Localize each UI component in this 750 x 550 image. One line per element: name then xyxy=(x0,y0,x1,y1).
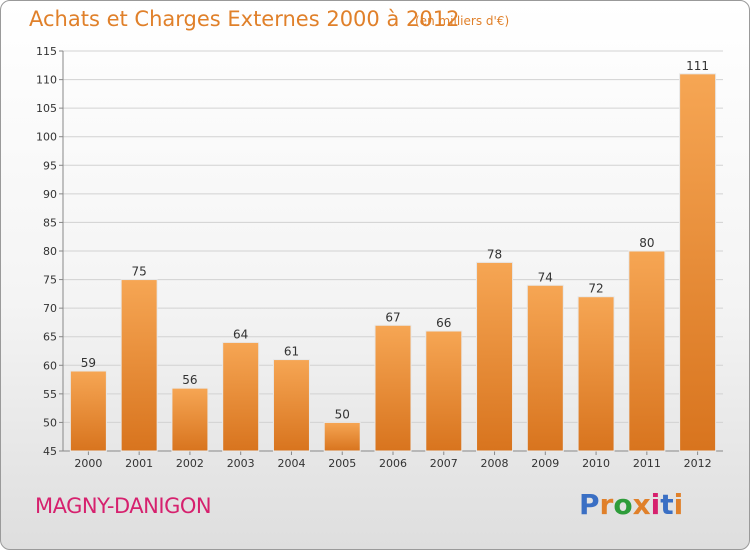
x-tick-label: 2000 xyxy=(74,457,102,470)
value-label: 75 xyxy=(132,265,147,279)
x-tick-label: 2006 xyxy=(379,457,407,470)
y-tick-label: 45 xyxy=(43,445,57,458)
y-tick-label: 80 xyxy=(43,245,57,258)
y-tick-label: 95 xyxy=(43,159,57,172)
x-tick-label: 2007 xyxy=(430,457,458,470)
bar-2008 xyxy=(476,261,514,452)
value-label: 66 xyxy=(436,316,451,330)
y-tick-label: 60 xyxy=(43,359,57,372)
logo-letter: r xyxy=(599,488,614,521)
value-label: 64 xyxy=(233,327,248,341)
bar-2003 xyxy=(222,341,260,452)
bar-2009 xyxy=(526,284,564,452)
x-tick-label: 2009 xyxy=(531,457,559,470)
x-tick-label: 2011 xyxy=(633,457,661,470)
y-tick-label: 110 xyxy=(36,74,57,87)
value-label: 50 xyxy=(335,407,350,421)
value-label: 59 xyxy=(81,356,96,370)
x-tick-label: 2012 xyxy=(684,457,712,470)
value-label: 67 xyxy=(385,310,400,324)
x-tick-label: 2010 xyxy=(582,457,610,470)
value-label: 74 xyxy=(538,270,553,284)
value-label: 56 xyxy=(182,373,197,387)
x-tick-label: 2001 xyxy=(125,457,153,470)
logo-letter: t xyxy=(660,488,674,521)
y-tick-label: 90 xyxy=(43,188,57,201)
bar-2007 xyxy=(425,330,463,452)
y-tick-label: 115 xyxy=(36,45,57,58)
logo-letter: P xyxy=(579,488,600,521)
value-label: 80 xyxy=(639,236,654,250)
y-tick-label: 65 xyxy=(43,331,57,344)
y-tick-label: 50 xyxy=(43,416,57,429)
bar-2010 xyxy=(577,296,615,452)
logo-letter: i xyxy=(650,488,661,521)
proxiti-logo: Proxiti xyxy=(579,488,683,521)
value-label: 72 xyxy=(588,282,603,296)
logo-letter: i xyxy=(673,488,684,521)
value-label: 61 xyxy=(284,345,299,359)
logo-letter: o xyxy=(613,488,633,521)
bar-2001 xyxy=(120,279,158,452)
bar-2000 xyxy=(69,370,107,452)
y-tick-label: 105 xyxy=(36,102,57,115)
y-tick-label: 75 xyxy=(43,274,57,287)
bar-2006 xyxy=(374,324,412,452)
bar-2005 xyxy=(323,421,361,452)
chart-title: Achats et Charges Externes 2000 à 2012 xyxy=(29,7,460,31)
x-tick-label: 2002 xyxy=(176,457,204,470)
x-tick-label: 2005 xyxy=(328,457,356,470)
chart-subtitle: (en milliers d'€) xyxy=(415,14,510,28)
y-tick-label: 85 xyxy=(43,216,57,229)
y-tick-label: 55 xyxy=(43,388,57,401)
town-name: MAGNY-DANIGON xyxy=(35,494,212,518)
bar-2004 xyxy=(272,359,310,452)
x-tick-label: 2008 xyxy=(481,457,509,470)
bar-2011 xyxy=(628,250,666,452)
data-labels: 59 75 56 64 61 50 67 66 78 74 72 80 111 xyxy=(81,59,709,422)
value-label: 111 xyxy=(686,59,709,73)
value-label: 78 xyxy=(487,247,502,261)
bars xyxy=(69,73,717,452)
x-tick-label: 2003 xyxy=(227,457,255,470)
y-tick-label: 70 xyxy=(43,302,57,315)
bar-2002 xyxy=(171,387,209,452)
x-tick-label: 2004 xyxy=(277,457,305,470)
y-tick-label: 100 xyxy=(36,131,57,144)
logo-letter: x xyxy=(632,488,651,521)
bar-2012 xyxy=(679,73,717,452)
